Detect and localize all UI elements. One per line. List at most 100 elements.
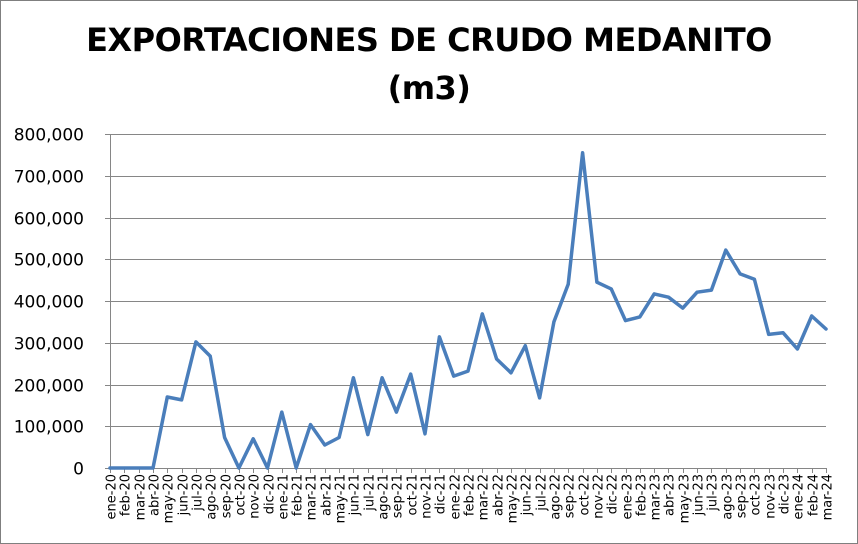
- x-tick-label: dic-23: [778, 474, 793, 514]
- y-axis: 0 100,000 200,000 300,000 400,000 500,000 600,…: [14, 126, 111, 480]
- data-point: [237, 466, 241, 470]
- x-tick-label: jun-22: [520, 474, 535, 516]
- x-tick-label: jun-21: [348, 474, 363, 516]
- data-point: [437, 335, 441, 339]
- data-point: [495, 357, 499, 361]
- y-tick-label: 800,000: [14, 126, 84, 146]
- data-point: [409, 372, 413, 376]
- data-point: [752, 277, 756, 281]
- y-tick-label: 300,000: [14, 335, 84, 355]
- x-tick-label: dic-21: [434, 474, 449, 514]
- x-tick-label: ago-22: [549, 474, 564, 520]
- x-tick-label: mar-23: [649, 474, 664, 520]
- x-tick-label: ago-20: [205, 474, 220, 520]
- data-point: [137, 466, 141, 470]
- data-point: [538, 396, 542, 400]
- data-point: [810, 314, 814, 318]
- x-tick-label: ago-23: [721, 474, 736, 520]
- x-tick-label: dic-20: [263, 474, 278, 514]
- x-tick-label: oct-20: [234, 474, 249, 515]
- x-tick-label: ene-20: [105, 474, 120, 519]
- x-tick-label: abr-22: [492, 474, 507, 516]
- data-point: [337, 436, 341, 439]
- data-point: [667, 295, 670, 299]
- data-point: [108, 466, 112, 470]
- data-point: [180, 398, 184, 402]
- x-tick-label: may-23: [678, 474, 693, 523]
- data-point: [595, 280, 599, 284]
- data-point: [509, 371, 513, 375]
- x-tick-label: feb-23: [635, 474, 650, 516]
- data-point: [566, 282, 570, 286]
- data-point: [394, 410, 398, 414]
- data-point: [194, 340, 198, 344]
- y-tick-label: 700,000: [14, 168, 84, 188]
- x-tick-label: mar-21: [305, 474, 320, 520]
- x-tick-label: oct-21: [406, 474, 421, 515]
- data-point: [208, 354, 212, 358]
- x-tick-label: may-21: [334, 474, 349, 523]
- x-tick-label: abr-20: [148, 474, 163, 516]
- x-tick-label: ago-21: [377, 474, 392, 520]
- data-point: [223, 436, 227, 439]
- x-tick-label: ene-23: [621, 474, 636, 519]
- x-tick-label: ene-24: [792, 474, 807, 519]
- x-tick-label: jun-23: [692, 474, 707, 516]
- x-tick-label: mar-22: [477, 474, 492, 520]
- x-tick-label: nov-20: [248, 474, 263, 519]
- x-tick-label: nov-23: [764, 474, 779, 519]
- y-tick-label: 400,000: [14, 293, 84, 313]
- data-point: [681, 306, 685, 310]
- x-tick-label: nov-22: [592, 474, 607, 519]
- data-point: [266, 466, 269, 470]
- series-line: [108, 151, 828, 470]
- data-point: [724, 248, 728, 252]
- x-tick-label: jun-20: [177, 474, 192, 516]
- data-point: [309, 423, 312, 427]
- data-point: [624, 319, 627, 323]
- x-tick-label: abr-23: [663, 474, 678, 516]
- x-tick-label: mar-20: [134, 474, 149, 520]
- x-tick-label: sep-20: [220, 474, 235, 518]
- gridlines: [110, 134, 826, 469]
- data-point: [251, 437, 255, 441]
- data-point: [480, 312, 484, 316]
- x-tick-label: sep-23: [735, 474, 750, 518]
- y-tick-label: 200,000: [14, 377, 84, 397]
- x-tick-label: may-22: [506, 474, 521, 523]
- x-tick-label: oct-23: [749, 474, 764, 515]
- data-point: [609, 287, 613, 291]
- y-tick-label: 500,000: [14, 251, 84, 271]
- x-tick-label: may-20: [162, 474, 177, 523]
- data-point: [122, 466, 126, 470]
- data-point: [294, 466, 298, 470]
- x-tick-label: oct-22: [578, 474, 593, 515]
- data-point: [638, 315, 642, 319]
- data-point: [552, 320, 556, 324]
- x-tick-label: sep-21: [391, 474, 406, 518]
- data-point: [452, 374, 456, 378]
- x-tick-label: feb-20: [119, 474, 134, 516]
- data-point: [423, 432, 427, 436]
- data-point: [466, 369, 470, 373]
- data-point: [824, 327, 828, 331]
- x-tick-label: feb-21: [291, 474, 306, 516]
- x-tick-label: jul-20: [191, 474, 206, 512]
- data-point: [781, 331, 785, 335]
- x-tick-label: jul-23: [706, 474, 721, 512]
- y-tick-label: 600,000: [14, 210, 84, 230]
- data-point: [795, 347, 799, 351]
- x-tick-label: abr-21: [320, 474, 335, 516]
- y-tick-label: 100,000: [14, 418, 84, 438]
- data-point: [709, 288, 713, 292]
- data-point: [380, 376, 384, 380]
- data-point: [581, 151, 585, 155]
- x-tick-label: ene-22: [449, 474, 464, 519]
- data-point: [738, 272, 742, 276]
- data-point: [151, 466, 155, 470]
- x-tick-label: feb-24: [807, 474, 822, 516]
- data-point: [523, 344, 527, 348]
- x-tick-label: ene-21: [277, 474, 292, 519]
